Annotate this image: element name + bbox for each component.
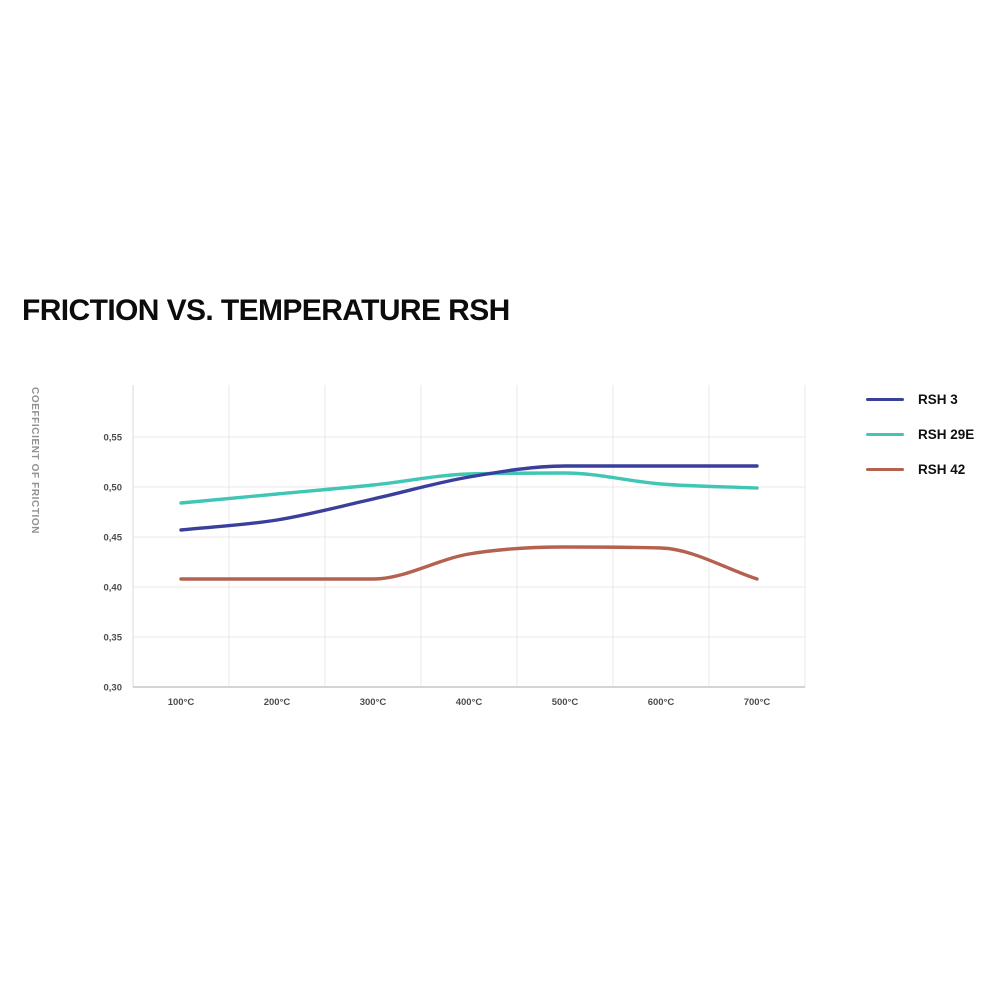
series-line-rsh-29e — [179, 471, 759, 505]
x-tick-label: 300°C — [360, 697, 387, 708]
y-tick-label: 0,55 — [104, 433, 123, 444]
legend-item-rsh-42: RSH 42 — [866, 458, 974, 480]
chart-title: FRICTION VS. TEMPERATURE RSH — [22, 294, 510, 327]
chart-legend: RSH 3 RSH 29E RSH 42 — [866, 388, 974, 493]
x-tick-label: 100°C — [168, 697, 195, 708]
legend-label: RSH 3 — [918, 391, 958, 407]
y-tick-label: 0,45 — [104, 533, 123, 544]
y-tick-label: 0,35 — [104, 633, 123, 644]
legend-swatch — [866, 467, 904, 471]
series-line-rsh-42 — [179, 545, 759, 581]
legend-label: RSH 29E — [918, 426, 975, 442]
y-tick-label: 0,40 — [104, 583, 123, 594]
x-tick-label: 700°C — [744, 697, 771, 708]
legend-item-rsh-3: RSH 3 — [866, 388, 974, 410]
x-tick-label: 600°C — [648, 697, 675, 708]
x-tick-label: 200°C — [264, 697, 291, 708]
legend-swatch — [866, 397, 904, 401]
x-tick-label: 400°C — [456, 697, 483, 708]
legend-item-rsh-29e: RSH 29E — [866, 423, 974, 445]
legend-swatch — [866, 432, 904, 436]
y-tick-label: 0,50 — [104, 483, 123, 494]
series-line-rsh-3 — [179, 464, 759, 532]
x-tick-label: 500°C — [552, 697, 579, 708]
legend-label: RSH 42 — [918, 461, 966, 477]
y-tick-label: 0,30 — [104, 683, 123, 694]
